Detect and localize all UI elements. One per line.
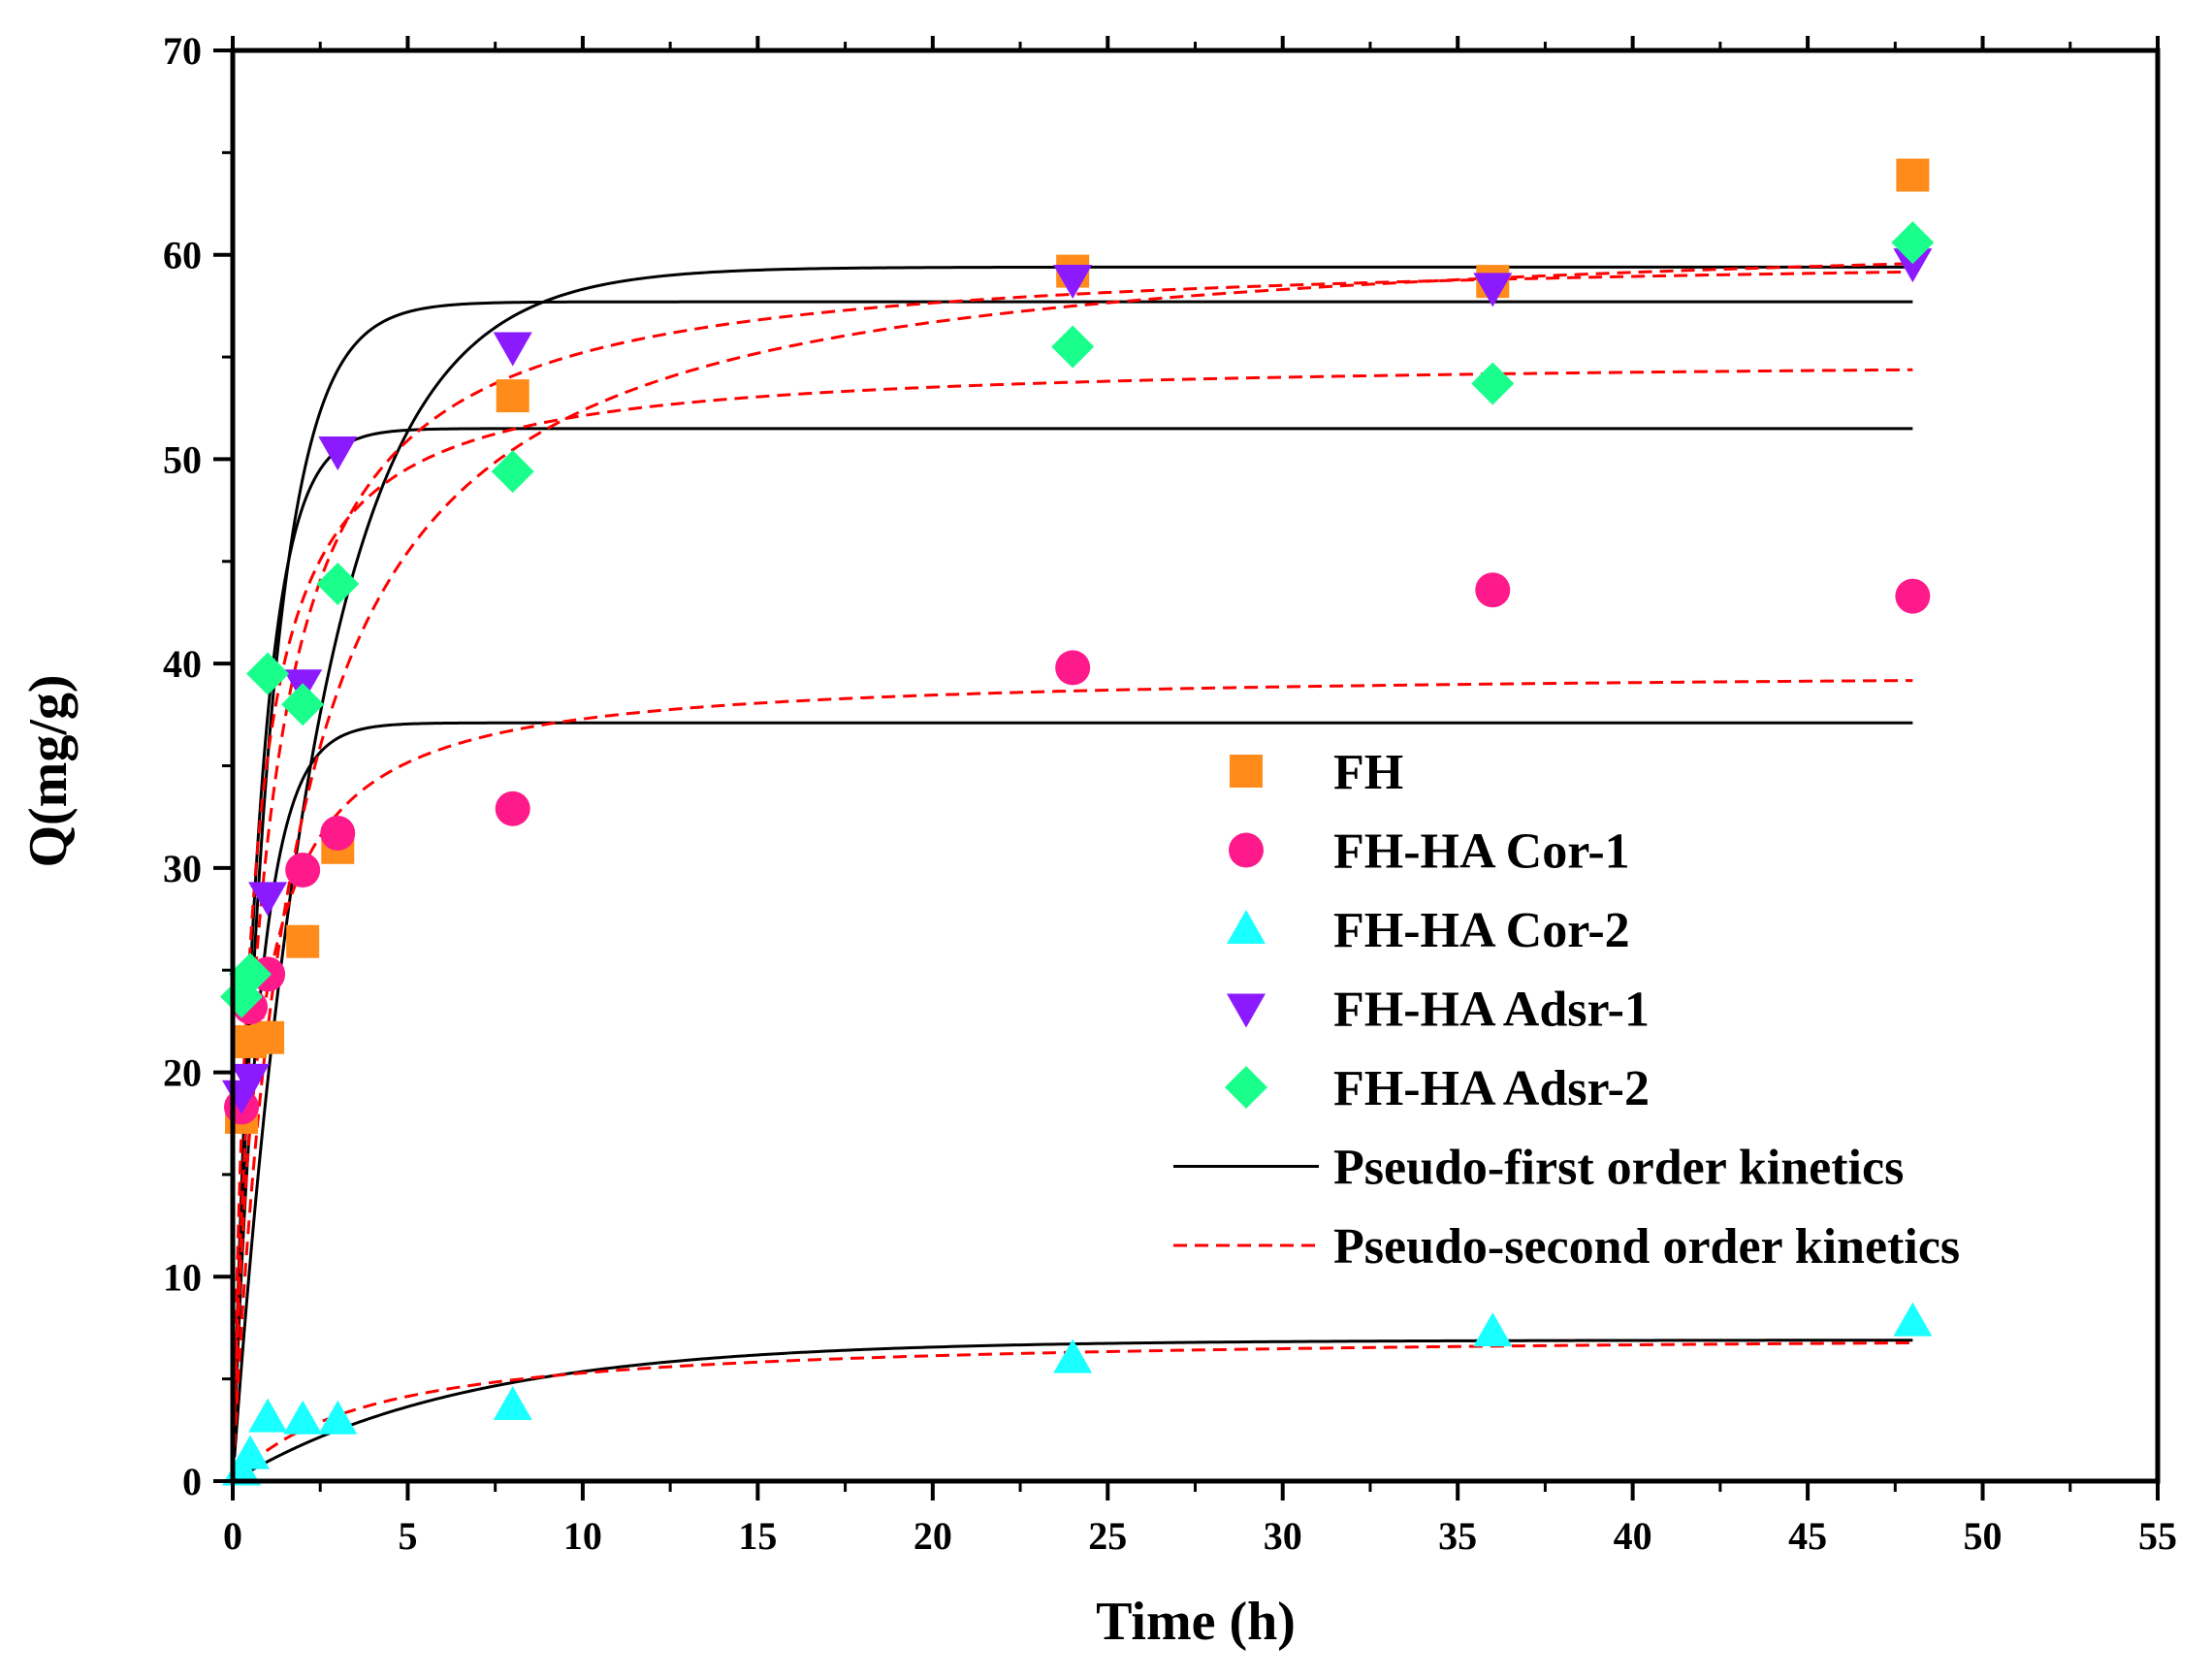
point-fh-ha-cor-1-7 (1055, 650, 1091, 686)
y-tick-label: 20 (163, 1051, 202, 1095)
point-fh-ha-adsr-1-3 (248, 882, 288, 917)
pseudo-first-fit-line-3 (233, 427, 1913, 1415)
point-fh-ha-adsr-2-4 (281, 683, 325, 726)
y-tick-label: 10 (163, 1255, 202, 1299)
point-fh-ha-cor-2-9 (1893, 1302, 1933, 1337)
pseudo-first-fit-line-4 (233, 721, 1913, 1434)
point-fh-3 (251, 1020, 285, 1054)
y-tick-label: 60 (163, 234, 202, 277)
x-tick-label: 10 (563, 1514, 602, 1558)
point-fh-ha-cor-1-6 (495, 791, 530, 826)
point-fh-ha-adsr-2-3 (246, 652, 290, 695)
point-fh-ha-cor-1-9 (1895, 578, 1931, 614)
legend-label: FH-HA Cor-2 (1333, 903, 1630, 958)
point-fh-ha-cor-2-6 (493, 1386, 532, 1421)
x-tick-label: 15 (738, 1514, 777, 1558)
point-fh-6 (496, 379, 529, 413)
x-tick-label: 25 (1088, 1514, 1127, 1558)
y-tick-label: 70 (163, 29, 202, 73)
point-fh-ha-adsr-1-8 (1473, 273, 1513, 307)
x-tick-label: 50 (1964, 1514, 2003, 1558)
legend-marker-fh (1230, 755, 1263, 788)
x-tick-label: 5 (398, 1514, 417, 1558)
point-fh-ha-cor-1-8 (1475, 572, 1511, 608)
x-tick-label: 40 (1614, 1514, 1652, 1558)
legend-label: FH-HA Cor-1 (1333, 824, 1630, 880)
axes: 0 5 10 15 20 25 30 35 40 45 50 55 0 10 20 30 40 50 60 70 (163, 29, 2177, 1558)
point-fh-ha-cor-1-5 (320, 816, 356, 852)
y-tick-label: 50 (163, 437, 202, 481)
legend-marker-fh-ha-cor-2 (1227, 910, 1266, 944)
point-fh-ha-cor-2-5 (318, 1400, 358, 1435)
point-fh-ha-cor-1-4 (285, 852, 321, 887)
point-fh-ha-cor-2-3 (248, 1398, 288, 1433)
x-tick-label: 45 (1788, 1514, 1827, 1558)
point-fh-ha-adsr-2-2 (229, 952, 272, 996)
y-axis-title: Q(mg/g) (18, 674, 79, 867)
pseudo-first-fit-line-1 (233, 265, 1913, 1458)
legend-label: Pseudo-first order kinetics (1333, 1141, 1904, 1196)
fit-curves (233, 262, 1913, 1482)
legend-label: FH-HA Adsr-2 (1333, 1061, 1650, 1116)
point-fh-ha-adsr-2-5 (316, 562, 360, 605)
pseudo-second-fit-line-4 (233, 679, 1913, 1423)
legend-label: Pseudo-second order kinetics (1333, 1219, 1960, 1275)
legend: FH FH-HA Cor-1 FH-HA Cor-2 FH-HA Adsr-1 FH-H… (1173, 745, 1960, 1275)
legend-label: FH (1333, 745, 1403, 800)
point-fh-ha-adsr-1-6 (493, 332, 532, 367)
x-tick-label: 30 (1264, 1514, 1302, 1558)
point-fh-ha-cor-2-8 (1473, 1312, 1513, 1347)
legend-marker-fh-ha-adsr-2 (1225, 1066, 1267, 1109)
point-fh-ha-adsr-2-8 (1471, 362, 1515, 405)
legend-label: FH-HA Adsr-1 (1333, 983, 1650, 1038)
point-fh-ha-cor-2-2 (231, 1435, 271, 1469)
x-axis-title: Time (h) (1096, 1592, 1296, 1652)
x-tick-label: 35 (1438, 1514, 1477, 1558)
pseudo-first-fit-line-2 (233, 300, 1913, 1427)
point-fh-ha-adsr-1-2 (231, 1063, 271, 1098)
point-fh-ha-adsr-2-7 (1051, 325, 1095, 369)
data-points (220, 158, 1935, 1486)
point-fh-ha-adsr-2-9 (1891, 221, 1935, 265)
point-fh-ha-adsr-1-9 (1893, 248, 1933, 283)
x-tick-label: 20 (914, 1514, 952, 1558)
legend-marker-fh-ha-cor-1 (1229, 832, 1264, 868)
point-fh-ha-cor-2-4 (283, 1400, 323, 1435)
point-fh-4 (286, 924, 320, 958)
point-fh-ha-adsr-2-6 (491, 450, 534, 494)
legend-marker-fh-ha-adsr-1 (1227, 993, 1266, 1028)
x-tick-label: 55 (2138, 1514, 2177, 1558)
point-fh-9 (1896, 158, 1930, 192)
x-tick-label: 0 (223, 1514, 242, 1558)
point-fh-ha-adsr-1-5 (318, 436, 358, 470)
y-tick-label: 30 (163, 847, 202, 890)
point-fh-ha-cor-2-7 (1053, 1339, 1093, 1373)
y-tick-label: 40 (163, 642, 202, 686)
point-fh-ha-adsr-1-7 (1053, 265, 1093, 299)
y-tick-label: 0 (182, 1460, 202, 1503)
